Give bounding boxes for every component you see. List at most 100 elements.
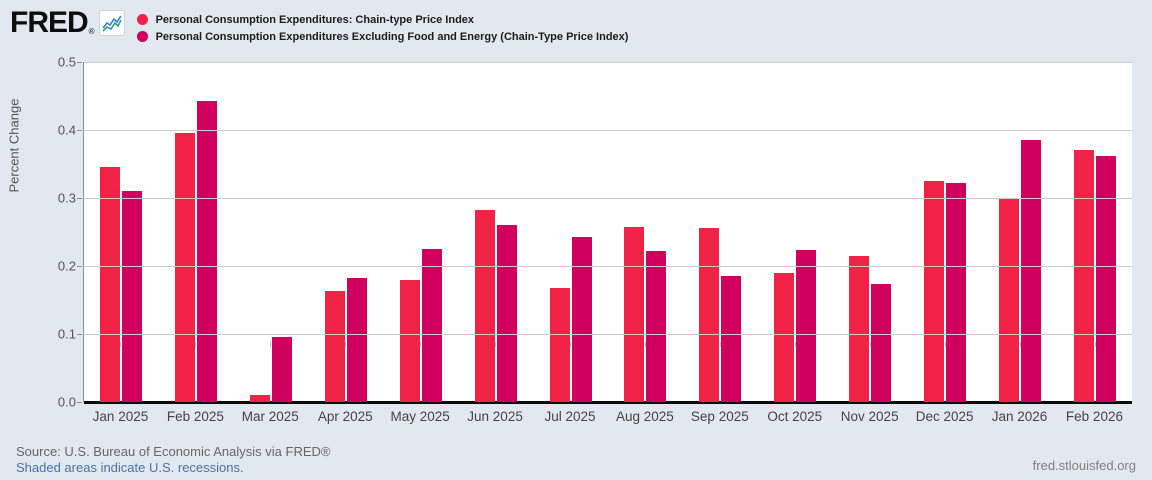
bar-core-pce[interactable] bbox=[347, 277, 367, 402]
bar-core-pce[interactable] bbox=[1095, 155, 1116, 402]
gridline bbox=[84, 334, 1132, 335]
registered-mark: ® bbox=[88, 27, 95, 36]
x-tick-label: Jan 2026 bbox=[991, 409, 1048, 424]
bar-pce[interactable] bbox=[549, 287, 570, 402]
bar-group bbox=[833, 62, 908, 402]
y-tick-mark bbox=[77, 402, 82, 403]
bar-group bbox=[758, 62, 833, 402]
gridline bbox=[84, 198, 1132, 199]
gridline bbox=[84, 62, 1132, 63]
x-tick-label: Feb 2025 bbox=[166, 409, 224, 424]
bar-pce[interactable] bbox=[325, 291, 345, 402]
bar-pce[interactable] bbox=[699, 227, 720, 402]
bar-pce[interactable] bbox=[998, 199, 1019, 402]
bar-group bbox=[234, 62, 309, 402]
bar-core-pce[interactable] bbox=[272, 337, 293, 402]
y-tick-label: 0.4 bbox=[57, 122, 76, 138]
bar-pce[interactable] bbox=[624, 227, 645, 402]
x-tick-mark bbox=[644, 342, 646, 347]
bar-group bbox=[608, 62, 683, 402]
legend-dot-icon bbox=[136, 14, 148, 25]
legend-label: Personal Consumption Expenditures Exclud… bbox=[155, 30, 629, 43]
x-tick-mark bbox=[944, 342, 946, 347]
gridline bbox=[84, 266, 1132, 267]
y-tick-mark bbox=[77, 62, 82, 63]
source-text: Source: U.S. Bureau of Economic Analysis… bbox=[16, 444, 331, 459]
bar-pce[interactable] bbox=[250, 395, 271, 402]
bar-pce[interactable] bbox=[774, 272, 795, 402]
bar-group bbox=[458, 62, 533, 402]
y-tick-label: 0.2 bbox=[57, 258, 76, 274]
bar-group bbox=[309, 62, 384, 402]
line-chart-icon bbox=[98, 10, 125, 36]
y-tick-mark bbox=[77, 266, 82, 267]
fred-logo[interactable]: FRED ® bbox=[10, 6, 125, 40]
fred-site-link[interactable]: fred.stlouisfed.org bbox=[1032, 458, 1136, 473]
y-tick-mark bbox=[77, 198, 82, 199]
x-tick-label: Jan 2025 bbox=[92, 409, 149, 424]
gridline bbox=[84, 130, 1132, 131]
x-tick-mark bbox=[420, 342, 422, 347]
bar-group bbox=[907, 62, 982, 402]
legend-item: Personal Consumption Expenditures Exclud… bbox=[136, 28, 629, 45]
plot-area bbox=[83, 62, 1132, 404]
x-tick-label: Nov 2025 bbox=[840, 409, 899, 424]
bar-group bbox=[982, 62, 1057, 402]
x-tick-mark bbox=[195, 342, 197, 347]
x-tick-mark bbox=[345, 342, 347, 347]
x-tick-mark bbox=[1094, 342, 1096, 347]
bar-pce[interactable] bbox=[474, 209, 495, 402]
bar-core-pce[interactable] bbox=[796, 249, 817, 402]
y-tick-label: 0.1 bbox=[57, 326, 76, 342]
y-tick-label: 0.3 bbox=[57, 190, 76, 206]
x-tick-mark bbox=[495, 342, 497, 347]
x-tick-label: Aug 2025 bbox=[616, 409, 674, 424]
bar-pce[interactable] bbox=[175, 133, 196, 402]
bar-pce[interactable] bbox=[1073, 150, 1094, 402]
recession-note-link[interactable]: Shaded areas indicate U.S. recessions. bbox=[16, 460, 244, 475]
bar-core-pce[interactable] bbox=[945, 183, 966, 402]
x-axis-line bbox=[84, 401, 1132, 404]
x-tick-mark bbox=[120, 342, 122, 347]
bar-group bbox=[683, 62, 758, 402]
y-tick-label: 0.0 bbox=[57, 394, 76, 410]
x-tick-mark bbox=[719, 342, 721, 347]
x-tick-label: Feb 2026 bbox=[1065, 409, 1123, 424]
x-tick-label: Oct 2025 bbox=[767, 409, 823, 424]
bar-core-pce[interactable] bbox=[571, 237, 592, 402]
bar-core-pce[interactable] bbox=[1020, 139, 1041, 402]
bar-core-pce[interactable] bbox=[721, 275, 742, 402]
bar-group bbox=[383, 62, 458, 402]
x-tick-label: Dec 2025 bbox=[915, 409, 974, 424]
y-tick-mark bbox=[77, 130, 82, 131]
y-tick-label: 0.5 bbox=[57, 54, 76, 70]
bar-core-pce[interactable] bbox=[421, 249, 442, 402]
bar-pce[interactable] bbox=[399, 279, 420, 402]
x-axis-labels: Jan 2025 Feb 2025 Mar 2025 Apr 2025 May 2025… bbox=[83, 409, 1132, 424]
legend-item: Personal Consumption Expenditures: Chain… bbox=[136, 11, 629, 28]
x-tick-label: Sep 2025 bbox=[690, 409, 749, 424]
bar-core-pce[interactable] bbox=[646, 251, 667, 402]
x-tick-mark bbox=[1019, 342, 1021, 347]
legend-label: Personal Consumption Expenditures: Chain… bbox=[155, 13, 475, 26]
y-tick-mark bbox=[77, 334, 82, 335]
bar-pce[interactable] bbox=[849, 255, 870, 402]
x-tick-label: May 2025 bbox=[390, 409, 450, 424]
bar-pce[interactable] bbox=[100, 167, 121, 402]
x-tick-label: Jul 2025 bbox=[544, 409, 596, 424]
bar-core-pce[interactable] bbox=[197, 101, 218, 402]
bar-core-pce[interactable] bbox=[122, 191, 143, 402]
bar-group bbox=[159, 62, 234, 402]
x-tick-label: Apr 2025 bbox=[317, 409, 373, 424]
x-tick-mark bbox=[570, 342, 572, 347]
bars-container bbox=[84, 62, 1132, 402]
bar-core-pce[interactable] bbox=[496, 225, 517, 402]
fred-logo-text: FRED bbox=[10, 6, 89, 39]
bar-core-pce[interactable] bbox=[871, 284, 892, 402]
bar-pce[interactable] bbox=[923, 181, 944, 402]
chart-legend: Personal Consumption Expenditures: Chain… bbox=[136, 6, 629, 45]
x-tick-mark bbox=[794, 342, 796, 347]
x-tick-mark bbox=[869, 342, 871, 347]
x-tick-label: Jun 2025 bbox=[467, 409, 523, 424]
